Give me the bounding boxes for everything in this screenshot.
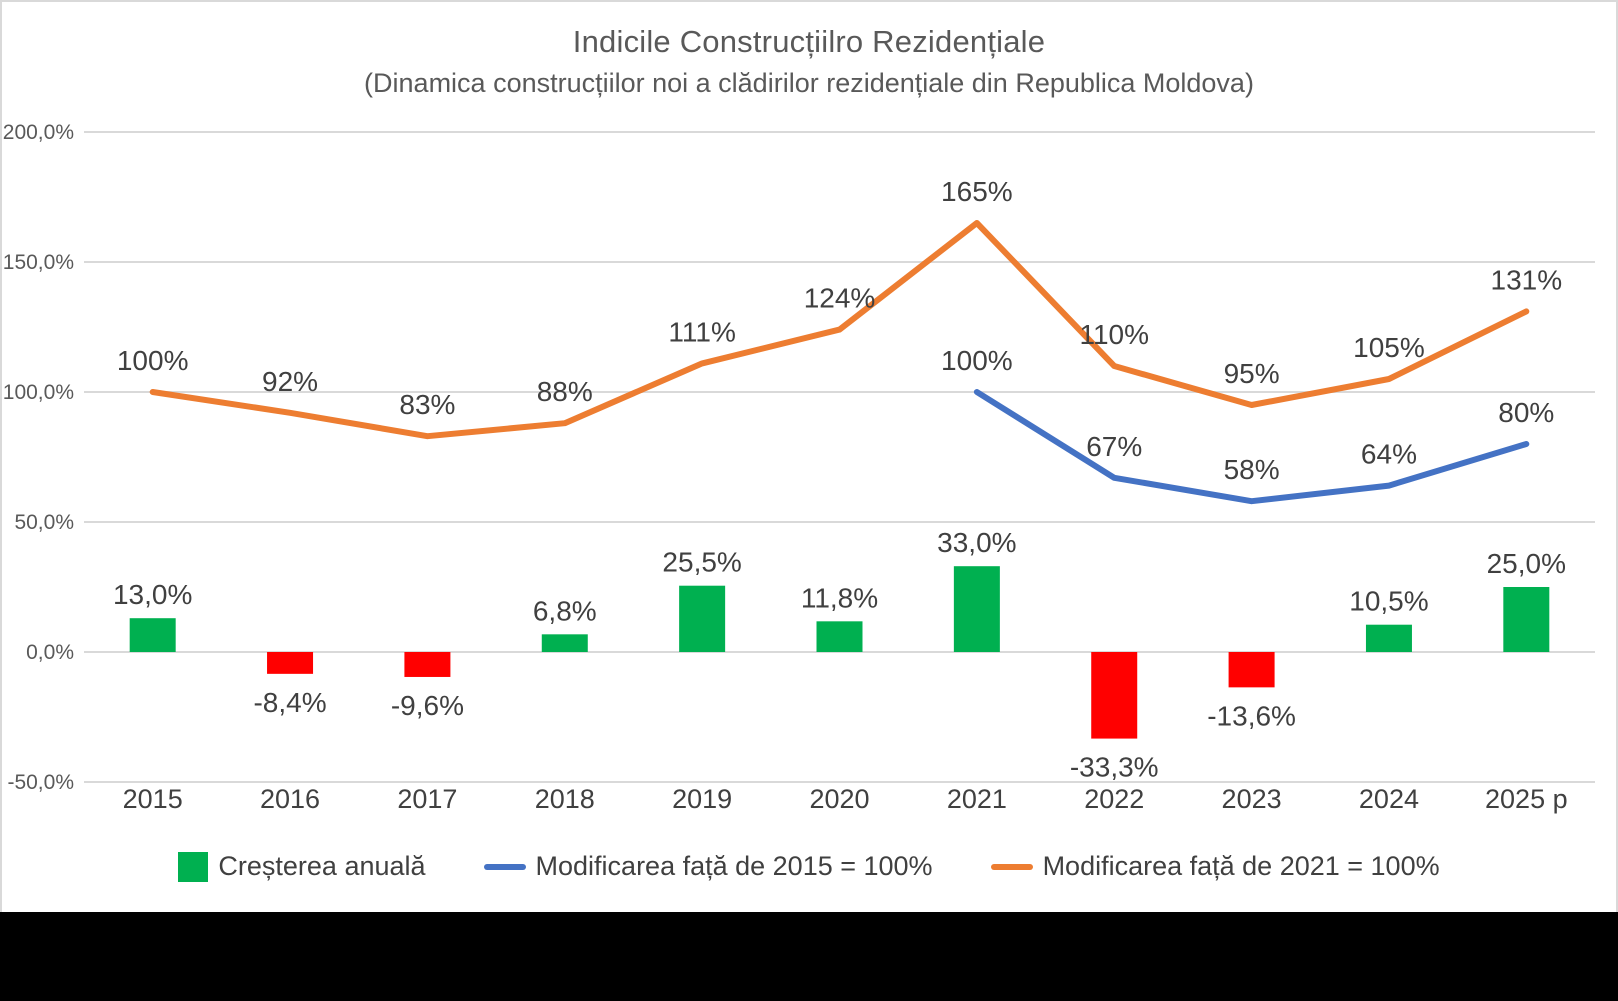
- x-axis-label: 2020: [809, 784, 869, 814]
- chart-card: Indicile Construcțiilro Rezidențiale (Di…: [0, 0, 1618, 912]
- line-data-label: 111%: [668, 316, 735, 347]
- x-axis-label: 2018: [535, 784, 595, 814]
- line-data-label: 88%: [537, 376, 593, 407]
- y-axis-tick-label: -50,0%: [7, 771, 74, 794]
- line-data-label: 165%: [941, 176, 1013, 207]
- line-data-label: 80%: [1498, 397, 1554, 428]
- legend-item-line-2021: Modificarea față de 2021 = 100%: [990, 851, 1440, 882]
- legend-label-line-2015: Modificarea față de 2015 = 100%: [535, 851, 933, 881]
- x-axis-label: 2025 p: [1485, 784, 1568, 814]
- legend-label-line-2021: Modificarea față de 2021 = 100%: [1042, 851, 1440, 881]
- legend-item-line-2015: Modificarea față de 2015 = 100%: [483, 851, 933, 882]
- x-axis-label: 2017: [397, 784, 457, 814]
- bar-2024: [1365, 624, 1412, 652]
- bar-data-label: -33,3%: [1070, 752, 1159, 783]
- line-data-label: 92%: [262, 366, 318, 397]
- line-data-label: 64%: [1361, 439, 1417, 470]
- y-axis-tick-label: 50,0%: [14, 511, 74, 534]
- x-axis-label: 2024: [1359, 784, 1419, 814]
- legend-item-bar-series: Creșterea anuală: [178, 851, 426, 882]
- bar-data-label: 25,5%: [662, 547, 741, 578]
- bar-2023: [1228, 652, 1275, 688]
- line-data-label: 124%: [804, 283, 876, 314]
- legend-swatch-line-2015: [483, 863, 526, 870]
- bar-data-label: 33,0%: [937, 527, 1016, 558]
- chart-legend: Creșterea anuală Modificarea față de 201…: [2, 851, 1616, 882]
- x-axis-label: 2022: [1084, 784, 1144, 814]
- line-data-label: 105%: [1353, 332, 1425, 363]
- bar-data-label: -13,6%: [1207, 700, 1296, 731]
- bar-data-label: 6,8%: [533, 595, 597, 626]
- bar-2020: [816, 621, 863, 652]
- bar-data-label: 11,8%: [801, 582, 878, 613]
- x-axis-label: 2023: [1222, 784, 1282, 814]
- bar-2022: [1091, 652, 1138, 739]
- legend-swatch-bar: [178, 851, 209, 882]
- chart-subtitle: (Dinamica construcțiilor noi a clădirilo…: [364, 68, 1254, 98]
- bar-data-label: 10,5%: [1349, 586, 1428, 617]
- bar-data-label: -9,6%: [391, 690, 464, 721]
- bar-2016: [267, 652, 314, 674]
- x-axis-label: 2015: [123, 784, 183, 814]
- x-axis-label: 2016: [260, 784, 320, 814]
- y-axis-tick-label: 0,0%: [26, 641, 74, 664]
- bar-2025 p: [1503, 587, 1550, 652]
- bar-data-label: -8,4%: [253, 687, 326, 718]
- line-data-label: 100%: [941, 345, 1013, 376]
- y-axis-tick-label: 200,0%: [3, 121, 74, 144]
- line-data-label: 131%: [1491, 264, 1563, 295]
- legend-swatch-line-2021: [990, 863, 1033, 870]
- bar-data-label: 13,0%: [113, 579, 192, 610]
- y-axis-tick-label: 150,0%: [3, 251, 74, 274]
- bar-data-label: 25,0%: [1487, 548, 1566, 579]
- line-data-label: 110%: [1079, 319, 1149, 350]
- bar-2017: [404, 652, 451, 677]
- chart-title: Indicile Construcțiilro Rezidențiale: [572, 24, 1046, 59]
- line-series-2021-base: [149, 220, 1530, 440]
- line-data-label: 100%: [117, 345, 189, 376]
- bottom-black-strip: [0, 912, 1618, 1001]
- line-data-label: 83%: [399, 389, 455, 420]
- x-axis-label: 2021: [947, 784, 1007, 814]
- line-data-label: 67%: [1086, 431, 1142, 462]
- y-axis-tick-label: 100,0%: [3, 381, 74, 404]
- x-axis-label: 2019: [672, 784, 732, 814]
- bar-2019: [679, 585, 726, 652]
- line-series-2015-base: [973, 389, 1530, 505]
- bar-2015: [129, 618, 176, 652]
- legend-label-bar-series: Creșterea anuală: [218, 851, 426, 881]
- line-data-label: 58%: [1224, 454, 1280, 485]
- bar-2021: [953, 566, 1000, 652]
- chart-plot-area: 200,0% 150,0% 100,0% 50,0% 0,0% -50,0% 100% 67%…: [3, 121, 1595, 814]
- bar-2018: [541, 634, 588, 652]
- line-data-label: 95%: [1224, 358, 1280, 389]
